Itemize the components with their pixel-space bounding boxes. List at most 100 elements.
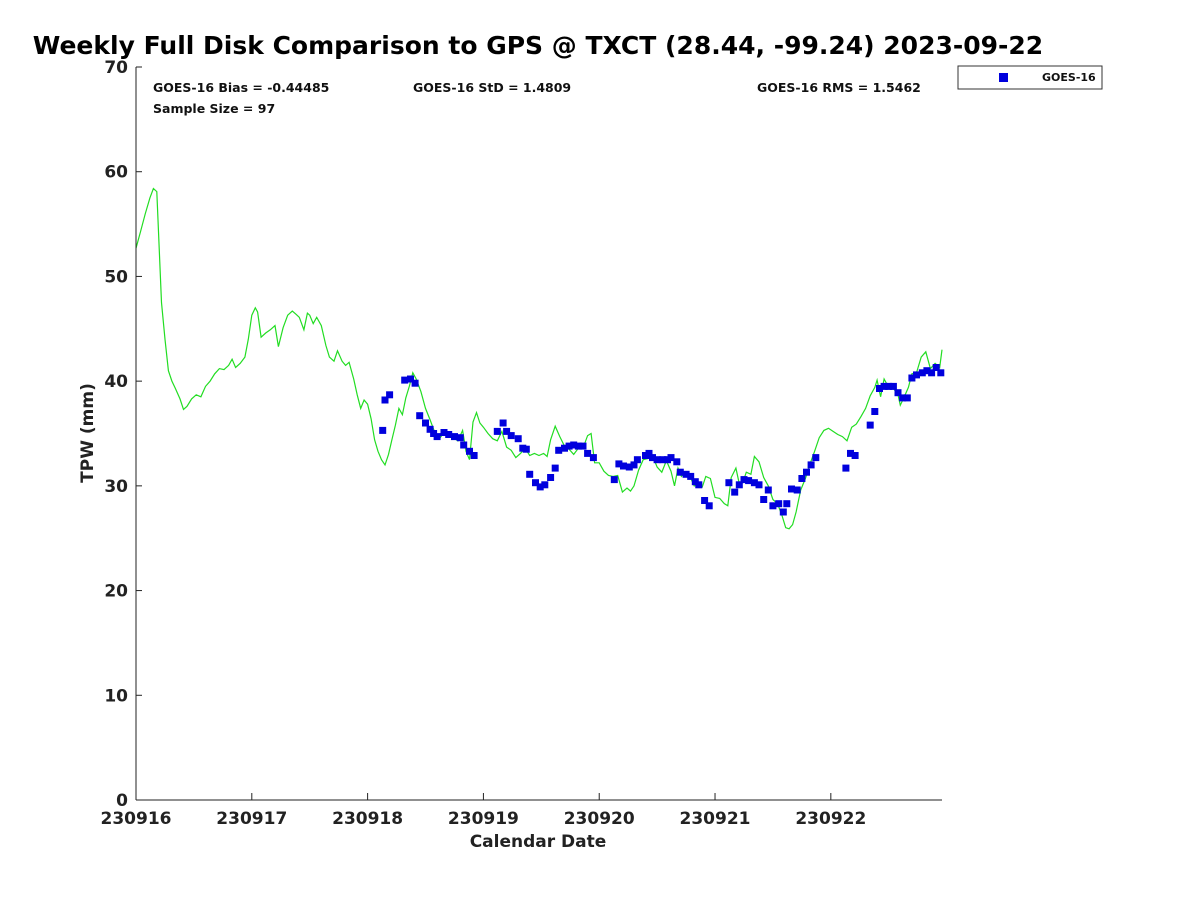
y-tick-label: 60: [104, 163, 128, 183]
goes16-point: [426, 425, 434, 433]
goes16-point: [913, 371, 920, 379]
x-tick-label: 230918: [332, 809, 403, 829]
goes16-point: [630, 461, 638, 469]
goes16-point: [798, 475, 806, 482]
goes16-point: [551, 464, 559, 472]
goes16-point: [807, 461, 815, 469]
goes16-marker-series: [379, 364, 945, 516]
x-tick-label: 230920: [564, 809, 635, 829]
sample-size-stat: Sample Size = 97: [153, 101, 275, 116]
goes16-point: [903, 394, 911, 402]
goes16-point: [470, 452, 478, 459]
goes16-point: [565, 442, 573, 450]
goes16-point: [514, 435, 522, 443]
goes16-point: [871, 408, 879, 415]
goes16-point: [793, 486, 801, 494]
goes16-point: [386, 391, 394, 399]
goes16-point: [725, 479, 733, 487]
goes16-point: [466, 447, 473, 455]
goes16-point: [775, 500, 783, 508]
x-axis-label: Calendar Date: [470, 832, 607, 852]
x-tick-label: 230917: [216, 809, 287, 829]
goes16-point: [745, 477, 753, 485]
goes16-point: [764, 486, 772, 494]
goes16-point: [401, 376, 409, 384]
goes16-point: [695, 481, 703, 489]
goes16-point: [541, 481, 549, 489]
plot-area: [136, 67, 942, 800]
goes16-point: [547, 474, 555, 481]
goes16-point: [379, 426, 387, 434]
goes16-point: [812, 454, 820, 462]
legend-label-goes16: GOES-16: [1042, 71, 1096, 84]
goes16-point: [923, 367, 931, 375]
goes16-point: [526, 470, 534, 478]
goes16-point: [769, 502, 777, 510]
legend-marker-goes16: [999, 73, 1008, 82]
goes16-point: [381, 396, 389, 404]
y-tick-label: 40: [104, 372, 128, 392]
goes16-point: [615, 460, 623, 468]
goes16-point: [673, 458, 681, 466]
x-tick-label: 230921: [680, 809, 751, 829]
goes16-point: [536, 483, 544, 491]
goes16-point: [779, 508, 787, 516]
bias-stat: GOES-16 Bias = -0.44485: [153, 80, 329, 95]
goes16-point: [899, 394, 907, 402]
goes16-point: [433, 433, 441, 441]
goes16-point: [570, 441, 578, 449]
x-tick-label: 230919: [448, 809, 519, 829]
goes16-point: [561, 444, 568, 452]
rms-stat: GOES-16 RMS = 1.5462: [757, 80, 921, 95]
goes16-point: [760, 496, 768, 503]
goes16-point: [610, 476, 618, 484]
goes16-point: [783, 500, 791, 508]
goes16-point: [928, 369, 936, 377]
goes16-point: [633, 456, 641, 464]
goes16-point: [889, 382, 897, 390]
goes16-point: [445, 431, 453, 438]
goes16-point: [493, 427, 501, 435]
y-tick-label: 20: [104, 582, 128, 602]
goes16-point: [649, 454, 656, 462]
goes16-point: [847, 449, 854, 457]
goes16-point: [866, 421, 874, 429]
goes16-point: [532, 479, 539, 487]
goes16-point: [687, 472, 695, 480]
goes16-point: [788, 485, 795, 493]
goes16-point: [937, 369, 945, 377]
goes16-point: [705, 502, 713, 510]
goes16-point: [411, 379, 419, 387]
goes16-point: [735, 481, 743, 489]
goes16-point: [407, 375, 414, 383]
std-stat: GOES-16 StD = 1.4809: [413, 80, 571, 95]
goes16-point: [522, 445, 530, 453]
goes16-point: [422, 419, 429, 427]
goes16-point: [451, 433, 458, 441]
goes16-point: [653, 456, 661, 464]
goes16-point: [682, 470, 690, 478]
goes16-point: [589, 454, 597, 462]
goes16-point: [908, 374, 916, 382]
goes16-point: [416, 412, 424, 420]
x-tick-label: 230922: [795, 809, 866, 829]
y-tick-label: 10: [104, 686, 128, 706]
goes16-point: [676, 468, 684, 476]
goes16-point: [932, 364, 940, 371]
y-tick-label: 30: [104, 477, 128, 497]
chart-title: Weekly Full Disk Comparison to GPS @ TXC…: [33, 31, 1043, 60]
x-tick-label: 230916: [101, 809, 172, 829]
goes16-point: [701, 497, 709, 504]
goes16-point: [755, 481, 763, 489]
goes16-point: [499, 419, 507, 427]
goes16-point: [460, 441, 468, 449]
y-tick-label: 0: [116, 791, 128, 811]
goes16-point: [880, 382, 888, 390]
x-axis-ticks: 230916 230917 230918 230919 230920 230921 2309…: [101, 793, 866, 829]
goes16-point: [659, 456, 667, 464]
goes16-point: [731, 488, 739, 496]
goes16-point: [740, 476, 748, 484]
y-axis-ticks: 0 10 20 30 40 50 60 70: [104, 58, 142, 811]
goes16-point: [667, 454, 675, 462]
